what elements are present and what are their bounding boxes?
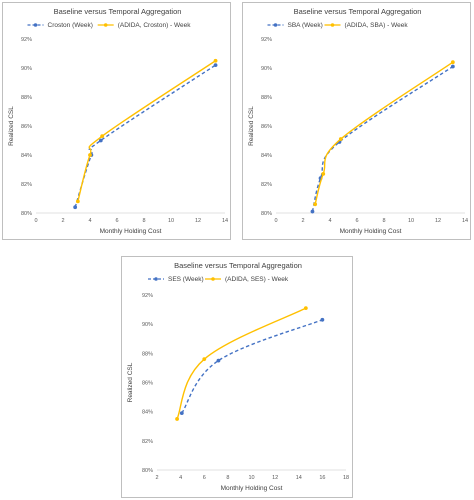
x-tick-label: 0	[34, 218, 37, 224]
x-tick-label: 6	[203, 475, 206, 481]
x-axis-label: Monthly Holding Cost	[340, 228, 402, 235]
data-point	[321, 171, 326, 176]
y-axis-label: Realized CSL	[127, 362, 134, 402]
x-tick-label: 16	[319, 475, 325, 481]
data-point	[175, 417, 179, 421]
y-tick-label: 84%	[21, 153, 32, 159]
chart-sba: Baseline versus Temporal Aggregation SBA …	[242, 2, 471, 240]
x-tick-label: 10	[248, 475, 254, 481]
legend-label: (ADIDA, Croston) - Week	[118, 22, 192, 29]
chart-ses: Baseline versus Temporal Aggregation SES …	[121, 256, 353, 498]
legend-swatch-marker	[330, 23, 335, 27]
x-tick-label: 2	[155, 475, 158, 481]
y-tick-label: 90%	[21, 66, 32, 72]
x-tick-label: 8	[382, 218, 385, 224]
data-point	[338, 137, 343, 141]
y-tick-label: 82%	[142, 439, 153, 445]
x-tick-label: 4	[179, 475, 182, 481]
data-point	[213, 63, 218, 67]
data-point	[98, 138, 103, 143]
x-tick-label: 8	[226, 475, 229, 481]
x-tick-label: 8	[142, 218, 145, 224]
y-tick-label: 90%	[261, 66, 272, 72]
data-point	[216, 358, 221, 363]
data-point	[313, 202, 318, 207]
x-tick-label: 2	[301, 218, 304, 224]
data-point	[303, 306, 308, 311]
legend-swatch-marker	[211, 277, 215, 281]
chart-title: Baseline versus Temporal Aggregation	[174, 261, 302, 270]
chart-croston: Baseline versus Temporal Aggregation Cros…	[2, 2, 231, 240]
series-line	[181, 319, 323, 414]
x-tick-label: 14	[296, 475, 302, 481]
data-point	[450, 64, 455, 69]
data-point	[213, 58, 218, 63]
x-tick-label: 10	[168, 218, 174, 224]
y-tick-label: 88%	[21, 95, 32, 101]
y-axis-label: Realized CSL	[8, 106, 15, 146]
data-point	[202, 357, 207, 362]
y-tick-label: 88%	[142, 351, 153, 357]
x-tick-label: 6	[115, 218, 118, 224]
x-tick-label: 12	[435, 218, 441, 224]
data-point	[75, 199, 80, 204]
legend-swatch-marker	[33, 23, 38, 27]
y-tick-label: 86%	[142, 381, 153, 387]
chart-svg: Baseline versus Temporal Aggregation SES …	[127, 261, 349, 492]
y-axis-label: Realized CSL	[248, 106, 255, 146]
x-tick-label: 14	[462, 218, 468, 224]
y-tick-label: 86%	[261, 124, 272, 130]
y-tick-label: 82%	[21, 182, 32, 188]
chart-svg: Baseline versus Temporal Aggregation SBA …	[248, 7, 468, 235]
legend-label: Croston (Week)	[48, 22, 93, 29]
data-point	[100, 134, 105, 139]
x-tick-label: 10	[408, 218, 414, 224]
y-tick-label: 80%	[21, 211, 32, 217]
series-line	[311, 65, 454, 212]
y-tick-label: 84%	[261, 153, 272, 159]
legend-swatch-marker	[103, 23, 108, 27]
series-line	[74, 64, 216, 208]
y-tick-label: 90%	[142, 322, 153, 328]
data-point	[179, 411, 184, 416]
x-tick-label: 0	[274, 218, 277, 224]
chart-title: Baseline versus Temporal Aggregation	[294, 7, 422, 16]
x-axis-label: Monthly Holding Cost	[100, 228, 162, 235]
chart-title: Baseline versus Temporal Aggregation	[54, 7, 182, 16]
series-line	[77, 60, 216, 202]
y-tick-label: 92%	[21, 37, 32, 43]
data-point	[310, 209, 315, 214]
data-point	[88, 153, 92, 157]
x-tick-label: 4	[328, 218, 331, 224]
y-tick-label: 92%	[142, 293, 153, 299]
y-tick-label: 80%	[142, 468, 153, 474]
x-tick-label: 4	[88, 218, 91, 224]
legend-label: SES (Week)	[168, 276, 204, 283]
legend-label: SBA (Week)	[288, 22, 323, 29]
y-tick-label: 86%	[21, 124, 32, 130]
x-tick-label: 18	[343, 475, 349, 481]
x-tick-label: 14	[222, 218, 228, 224]
x-tick-label: 2	[61, 218, 64, 224]
chart-svg: Baseline versus Temporal Aggregation Cros…	[8, 7, 228, 235]
data-point	[320, 317, 325, 322]
x-axis-label: Monthly Holding Cost	[221, 485, 283, 492]
y-tick-label: 92%	[261, 37, 272, 43]
legend-swatch-marker	[154, 277, 158, 281]
y-tick-label: 82%	[261, 182, 272, 188]
legend-swatch-marker	[273, 23, 278, 27]
y-tick-label: 88%	[261, 95, 272, 101]
data-point	[450, 60, 455, 65]
x-tick-label: 12	[272, 475, 278, 481]
data-point	[73, 205, 78, 210]
legend-label: (ADIDA, SBA) - Week	[345, 22, 409, 29]
x-tick-label: 6	[355, 218, 358, 224]
x-tick-label: 12	[195, 218, 201, 224]
y-tick-label: 84%	[142, 410, 153, 416]
y-tick-label: 80%	[261, 211, 272, 217]
series-line	[314, 61, 454, 205]
series-line	[176, 307, 307, 420]
legend-label: (ADIDA, SES) - Week	[225, 276, 289, 283]
